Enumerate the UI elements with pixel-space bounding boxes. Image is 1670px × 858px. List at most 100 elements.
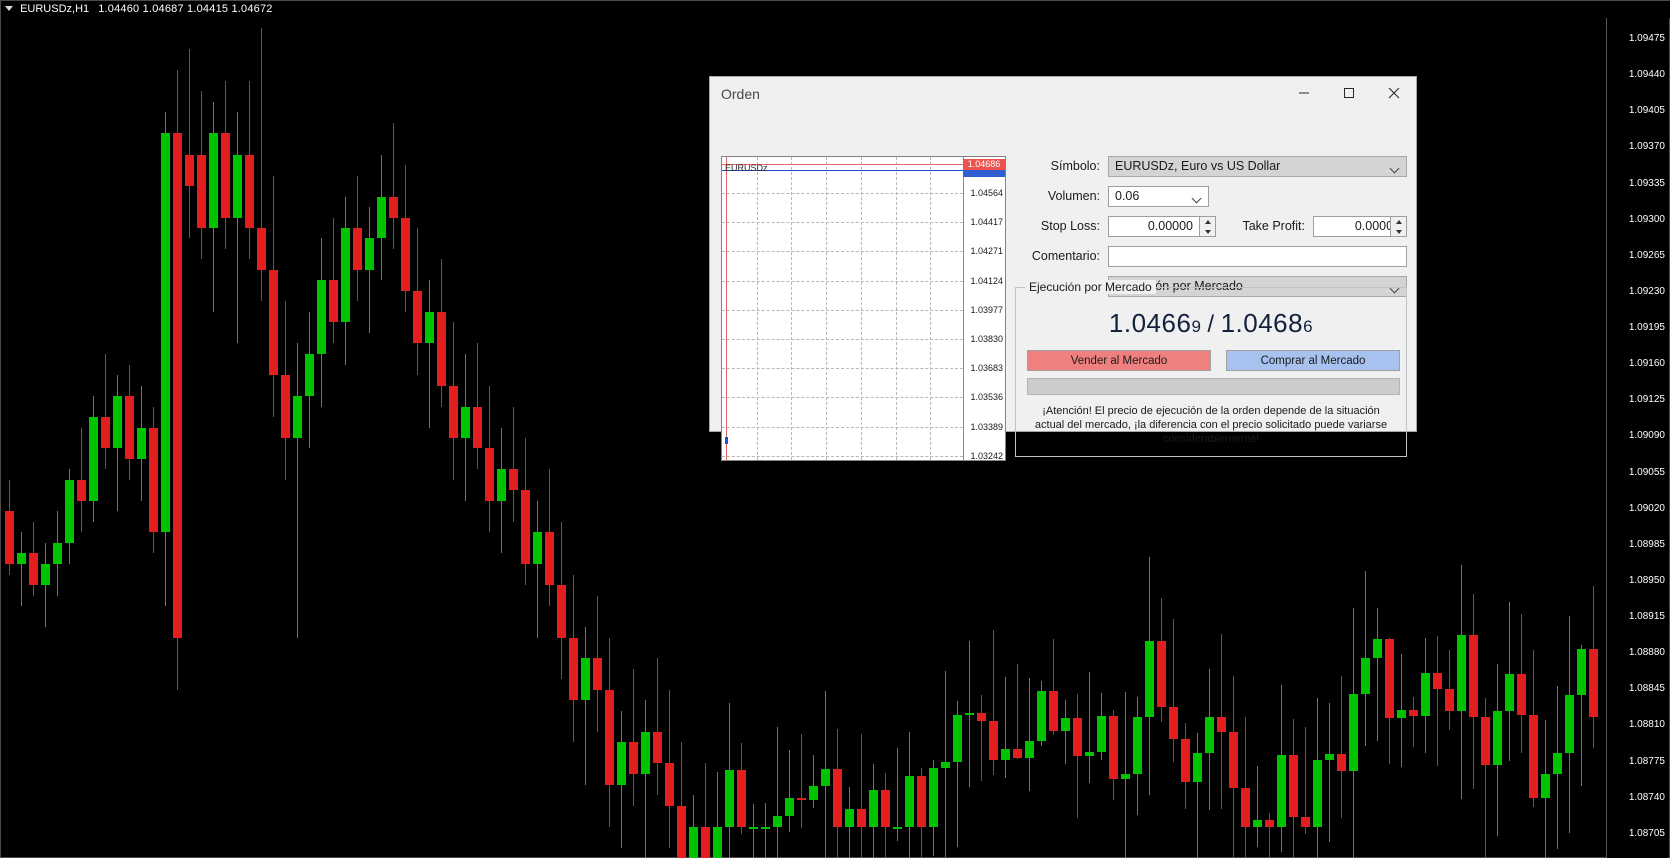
candlestick: [965, 18, 974, 858]
mini-chart-panel[interactable]: EURUSDz 1.04686 1.04564 1.04417 1.04271 1.0…: [721, 156, 1006, 461]
candle-body: [1253, 820, 1262, 827]
candle-wick: [1245, 717, 1246, 858]
price-tick: 1.09230: [1628, 285, 1665, 297]
stepper-down-icon[interactable]: [1200, 227, 1215, 236]
candlestick: [1469, 18, 1478, 858]
candle-wick: [1077, 694, 1078, 818]
candle-wick: [765, 803, 766, 858]
type-select[interactable]: Ejecución por Mercado: [1108, 276, 1407, 297]
candlestick: [1277, 18, 1286, 858]
candle-wick: [1173, 619, 1174, 762]
candle-body: [1157, 641, 1166, 707]
minimize-button[interactable]: [1281, 77, 1326, 109]
candle-body: [521, 490, 530, 564]
candle-body: [1457, 635, 1466, 711]
candlestick: [1337, 18, 1346, 858]
candle-body: [293, 396, 302, 438]
comment-input[interactable]: [1108, 246, 1407, 267]
volume-select[interactable]: 0.06: [1108, 186, 1209, 207]
candle-body: [1145, 641, 1154, 717]
candlestick: [1397, 18, 1406, 858]
candlestick: [1121, 18, 1130, 858]
close-button[interactable]: [1371, 77, 1416, 109]
candlestick: [509, 18, 518, 858]
candlestick: [641, 18, 650, 858]
candlestick: [1565, 18, 1574, 858]
candle-body: [761, 827, 770, 829]
candle-body: [1553, 753, 1562, 774]
dialog-titlebar[interactable]: Orden: [710, 77, 1416, 112]
candle-body: [53, 543, 62, 564]
stepper-down-icon[interactable]: [1391, 227, 1406, 236]
candle-body: [365, 238, 374, 270]
volume-value: 0.06: [1115, 189, 1140, 203]
candle-body: [545, 532, 554, 585]
candlestick: [761, 18, 770, 858]
takeprofit-input[interactable]: 0.00000: [1313, 216, 1407, 237]
candle-body: [197, 155, 206, 228]
mini-chart-price-scale: 1.04686 1.04564 1.04417 1.04271 1.04124 1.03…: [963, 157, 1005, 460]
price-tick: 1.08915: [1628, 611, 1665, 623]
candlestick: [1577, 18, 1586, 858]
ask-price-last-digit: 6: [1303, 317, 1314, 336]
candle-body: [401, 218, 410, 291]
candle-body: [617, 742, 626, 785]
candlestick: [389, 18, 398, 858]
execution-progress-bar: [1027, 378, 1400, 395]
candlestick: [881, 18, 890, 858]
candle-body: [1541, 774, 1550, 798]
stoploss-input[interactable]: 0.00000: [1108, 216, 1200, 237]
candle-body: [437, 312, 446, 386]
mini-chart-bid-marker: [963, 169, 1005, 177]
candle-wick: [801, 734, 802, 828]
candle-wick: [369, 207, 370, 333]
stepper-up-icon[interactable]: [1200, 217, 1215, 226]
candle-body: [1469, 635, 1478, 717]
symbol-select[interactable]: EURUSDz, Euro vs US Dollar: [1108, 156, 1407, 177]
candlestick: [1169, 18, 1178, 858]
mini-grid-line: [896, 157, 897, 460]
candle-body: [665, 763, 674, 806]
stoploss-stepper[interactable]: [1199, 216, 1216, 237]
candle-wick: [657, 658, 658, 795]
stepper-up-icon[interactable]: [1391, 217, 1406, 226]
mini-chart-plot: EURUSDz: [722, 157, 963, 460]
takeprofit-stepper[interactable]: [1390, 216, 1407, 237]
candlestick: [1253, 18, 1262, 858]
candle-body: [1397, 710, 1406, 718]
candle-wick: [1065, 700, 1066, 764]
candle-body: [1049, 691, 1058, 731]
candle-body: [773, 816, 782, 827]
candle-body: [713, 827, 722, 858]
candlestick: [281, 18, 290, 858]
candlestick: [473, 18, 482, 858]
price-scale[interactable]: 1.09475 1.09440 1.09405 1.09370 1.09335 1.093…: [1606, 18, 1668, 858]
chart-ohlc-values: 1.04460 1.04687 1.04415 1.04672: [98, 3, 273, 15]
candle-wick: [1053, 639, 1054, 735]
candle-body: [581, 658, 590, 700]
buy-market-button[interactable]: Comprar al Mercado: [1226, 350, 1400, 371]
candlestick: [209, 18, 218, 858]
candlestick: [1517, 18, 1526, 858]
candle-body: [185, 155, 194, 186]
chevron-down-icon[interactable]: [5, 5, 13, 11]
candlestick: [833, 18, 842, 858]
sell-market-button[interactable]: Vender al Mercado: [1027, 350, 1211, 371]
candlestick: [557, 18, 566, 858]
mini-price-tick: 1.03830: [970, 334, 1003, 344]
candlestick-series: [1, 18, 1606, 858]
mini-grid-line: [930, 157, 931, 460]
candle-wick: [1581, 645, 1582, 786]
candlestick: [1301, 18, 1310, 858]
candle-body: [1181, 739, 1190, 782]
candlestick: [1265, 18, 1274, 858]
candlestick: [293, 18, 302, 858]
candlestick: [797, 18, 806, 858]
maximize-button[interactable]: [1326, 77, 1371, 109]
candlestick: [1421, 18, 1430, 858]
candle-wick: [237, 112, 238, 343]
candlestick: [521, 18, 530, 858]
candle-body: [1229, 732, 1238, 788]
mini-grid-line: [722, 280, 963, 282]
